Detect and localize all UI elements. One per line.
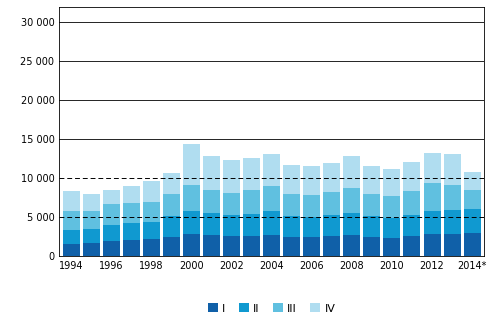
- Bar: [63, 230, 80, 244]
- Bar: [83, 229, 100, 243]
- Bar: [423, 183, 441, 211]
- Bar: [123, 186, 140, 203]
- Bar: [103, 241, 120, 256]
- Bar: [343, 235, 361, 256]
- Bar: [343, 156, 361, 188]
- Bar: [203, 156, 220, 190]
- Bar: [283, 216, 300, 237]
- Bar: [364, 194, 380, 216]
- Bar: [163, 216, 180, 237]
- Bar: [383, 238, 401, 256]
- Bar: [63, 191, 80, 211]
- Bar: [444, 185, 460, 210]
- Bar: [163, 237, 180, 256]
- Bar: [143, 239, 160, 256]
- Bar: [323, 215, 340, 236]
- Bar: [243, 158, 260, 190]
- Bar: [303, 195, 320, 217]
- Bar: [323, 192, 340, 215]
- Bar: [243, 190, 260, 214]
- Bar: [463, 209, 481, 233]
- Bar: [243, 214, 260, 236]
- Bar: [383, 169, 401, 196]
- Bar: [423, 211, 441, 234]
- Bar: [183, 185, 200, 211]
- Bar: [263, 212, 280, 235]
- Bar: [364, 237, 380, 256]
- Bar: [123, 203, 140, 223]
- Legend: I, II, III, IV: I, II, III, IV: [203, 299, 340, 318]
- Bar: [183, 211, 200, 234]
- Bar: [283, 165, 300, 194]
- Bar: [103, 225, 120, 241]
- Bar: [463, 190, 481, 209]
- Bar: [163, 194, 180, 216]
- Bar: [143, 181, 160, 202]
- Bar: [103, 204, 120, 225]
- Bar: [404, 162, 420, 191]
- Bar: [423, 153, 441, 183]
- Bar: [243, 236, 260, 256]
- Bar: [83, 243, 100, 256]
- Bar: [103, 190, 120, 204]
- Bar: [343, 213, 361, 235]
- Bar: [123, 223, 140, 240]
- Bar: [203, 213, 220, 235]
- Bar: [283, 237, 300, 256]
- Bar: [404, 236, 420, 256]
- Bar: [303, 237, 320, 256]
- Bar: [444, 234, 460, 256]
- Bar: [223, 193, 240, 215]
- Bar: [183, 234, 200, 256]
- Bar: [143, 222, 160, 239]
- Bar: [444, 210, 460, 234]
- Bar: [323, 236, 340, 256]
- Bar: [83, 194, 100, 211]
- Bar: [83, 211, 100, 229]
- Bar: [223, 236, 240, 256]
- Bar: [364, 216, 380, 237]
- Bar: [463, 173, 481, 190]
- Bar: [263, 235, 280, 256]
- Bar: [303, 166, 320, 195]
- Bar: [223, 215, 240, 236]
- Bar: [383, 196, 401, 218]
- Bar: [163, 173, 180, 194]
- Bar: [404, 191, 420, 215]
- Bar: [364, 166, 380, 194]
- Bar: [263, 186, 280, 212]
- Bar: [383, 218, 401, 238]
- Bar: [323, 163, 340, 192]
- Bar: [343, 188, 361, 213]
- Bar: [123, 240, 140, 256]
- Bar: [423, 234, 441, 256]
- Bar: [283, 194, 300, 216]
- Bar: [303, 217, 320, 237]
- Bar: [444, 154, 460, 185]
- Bar: [63, 211, 80, 230]
- Bar: [143, 202, 160, 222]
- Bar: [404, 215, 420, 236]
- Bar: [63, 244, 80, 256]
- Bar: [263, 154, 280, 186]
- Bar: [203, 235, 220, 256]
- Bar: [203, 190, 220, 213]
- Bar: [183, 144, 200, 185]
- Bar: [463, 233, 481, 256]
- Bar: [223, 160, 240, 193]
